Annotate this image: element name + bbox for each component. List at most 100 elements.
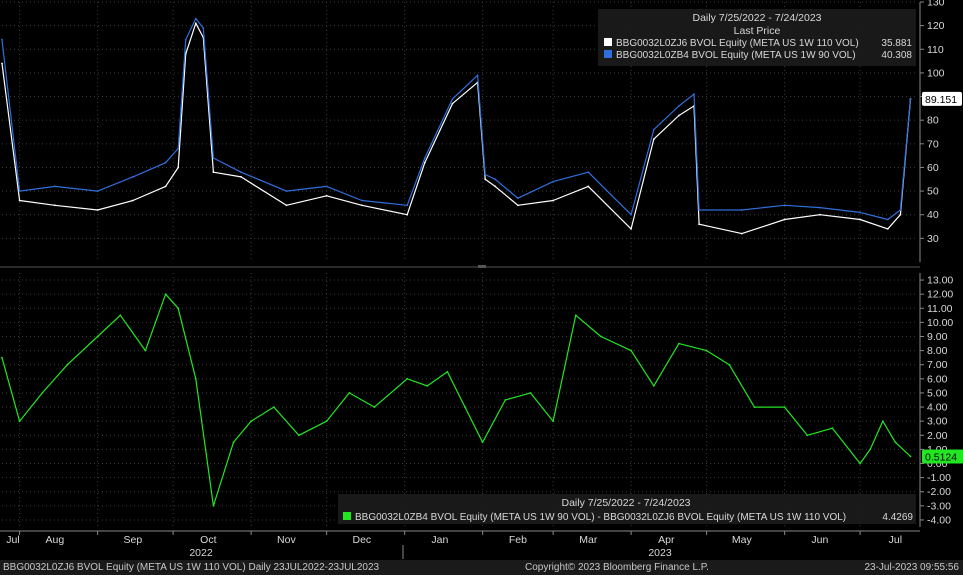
data-point bbox=[484, 178, 487, 181]
data-point bbox=[693, 93, 695, 96]
legend-series-last: 40.308 bbox=[881, 50, 912, 61]
data-point bbox=[325, 185, 328, 188]
data-point bbox=[451, 98, 454, 100]
legend-subtitle: Last Price bbox=[734, 25, 781, 37]
x-tick-label: Jun bbox=[811, 534, 828, 546]
data-point bbox=[212, 171, 215, 174]
legend-series-last: 35.881 bbox=[881, 38, 912, 49]
y-tick-label: 8.00 bbox=[927, 345, 948, 357]
x-axis: Jul Aug Sep Oct Nov Dec Jan Feb Mar Apr May Jun Jul 2… bbox=[0, 530, 920, 559]
footer-timestamp: 23-Jul-2023 09:55:56 bbox=[864, 562, 959, 573]
data-point bbox=[552, 180, 554, 183]
data-point bbox=[630, 213, 632, 216]
data-point bbox=[894, 441, 897, 444]
data-point bbox=[240, 171, 243, 174]
x-tick-label: Apr bbox=[658, 534, 675, 546]
x-year-label: 2023 bbox=[648, 547, 672, 559]
y-tick-label: 13.00 bbox=[927, 275, 953, 287]
data-point bbox=[18, 190, 21, 193]
legend-swatch bbox=[343, 512, 351, 520]
data-point bbox=[177, 307, 180, 310]
data-point bbox=[132, 176, 134, 178]
data-point bbox=[451, 102, 454, 105]
x-tick-label: Feb bbox=[509, 534, 527, 546]
data-point bbox=[96, 335, 99, 338]
data-point bbox=[232, 441, 235, 444]
legend-swatch bbox=[604, 38, 612, 46]
data-point bbox=[859, 211, 861, 214]
data-point bbox=[881, 420, 884, 423]
x-tick-label: Aug bbox=[46, 534, 65, 546]
data-point bbox=[783, 218, 786, 221]
data-point bbox=[53, 185, 56, 188]
data-point bbox=[819, 213, 821, 216]
data-point bbox=[517, 204, 519, 207]
panel-resize-handle[interactable] bbox=[478, 265, 486, 268]
data-point bbox=[96, 190, 99, 193]
data-point bbox=[240, 176, 243, 178]
data-point bbox=[464, 406, 466, 408]
y-tick-label: 5.00 bbox=[927, 387, 948, 399]
data-point bbox=[678, 105, 680, 107]
data-point bbox=[600, 335, 602, 338]
data-point bbox=[53, 204, 56, 207]
data-point bbox=[361, 204, 363, 207]
y-tick-label: 10.00 bbox=[927, 317, 953, 329]
y-tick-label: -1.00 bbox=[927, 472, 951, 484]
y-tick-label: 40 bbox=[927, 209, 939, 221]
y-tick-label: 12.00 bbox=[927, 289, 953, 301]
data-point bbox=[806, 434, 809, 437]
x-tick-label: Mar bbox=[579, 534, 598, 546]
data-point bbox=[728, 363, 731, 366]
data-point bbox=[783, 406, 786, 408]
footer-security-info: BBG0032L0ZJ6 BVOL Equity (META US 1W 110… bbox=[3, 562, 380, 573]
x-tick-label: Jul bbox=[6, 534, 19, 546]
data-point bbox=[446, 370, 449, 373]
y-tick-label: 100 bbox=[927, 67, 945, 79]
data-point bbox=[869, 448, 872, 451]
legend-series-name: BBG0032L0ZB4 BVOL Equity (META US 1W 90 … bbox=[355, 512, 846, 523]
data-point bbox=[406, 204, 409, 207]
data-point bbox=[426, 385, 429, 387]
data-point bbox=[552, 199, 554, 202]
data-point bbox=[552, 420, 554, 423]
last-value-label: 89.151 bbox=[925, 94, 957, 106]
data-point bbox=[18, 199, 21, 202]
data-point bbox=[652, 128, 655, 131]
legend-series-last: 4.4269 bbox=[882, 512, 913, 523]
data-point bbox=[194, 22, 197, 25]
data-point bbox=[678, 342, 680, 345]
legend-title: Daily 7/25/2022 - 7/24/2023 bbox=[561, 497, 690, 509]
series-line-1 bbox=[1, 293, 911, 507]
bottom-legend: Daily 7/25/2022 - 7/24/2023 BBG0032L0ZB4 … bbox=[338, 494, 916, 524]
y-tick-label: 60 bbox=[927, 162, 939, 174]
x-year-label: 2022 bbox=[189, 547, 213, 559]
y-tick-label: 11.00 bbox=[927, 303, 953, 315]
data-point bbox=[96, 209, 99, 211]
data-point bbox=[481, 441, 484, 444]
data-point bbox=[406, 213, 409, 216]
x-tick-label: Dec bbox=[353, 534, 372, 546]
data-point bbox=[325, 194, 328, 197]
y-tick-label: 6.00 bbox=[927, 373, 948, 385]
data-point bbox=[1, 356, 3, 359]
x-tick-label: Sep bbox=[124, 534, 143, 546]
y-tick-label: -3.00 bbox=[927, 500, 951, 512]
y-tick-label: 4.00 bbox=[927, 402, 948, 414]
x-tick-label: Nov bbox=[277, 534, 296, 546]
data-point bbox=[144, 349, 147, 352]
data-point bbox=[1, 38, 3, 41]
data-point bbox=[899, 209, 902, 211]
data-point bbox=[899, 213, 902, 216]
data-point bbox=[698, 223, 700, 226]
y-tick-label: 110 bbox=[927, 44, 944, 56]
footer-copyright: Copyright© 2023 Bloomberg Finance L.P. bbox=[525, 562, 709, 573]
data-point bbox=[698, 209, 700, 211]
data-point bbox=[212, 157, 215, 159]
data-point bbox=[202, 27, 205, 29]
last-value-badge bbox=[922, 449, 963, 464]
y-tick-label: 9.00 bbox=[927, 331, 948, 343]
